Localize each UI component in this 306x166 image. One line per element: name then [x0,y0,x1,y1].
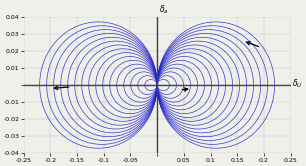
Text: $\delta_U$: $\delta_U$ [292,78,303,90]
Text: $\delta_a$: $\delta_a$ [159,3,169,16]
